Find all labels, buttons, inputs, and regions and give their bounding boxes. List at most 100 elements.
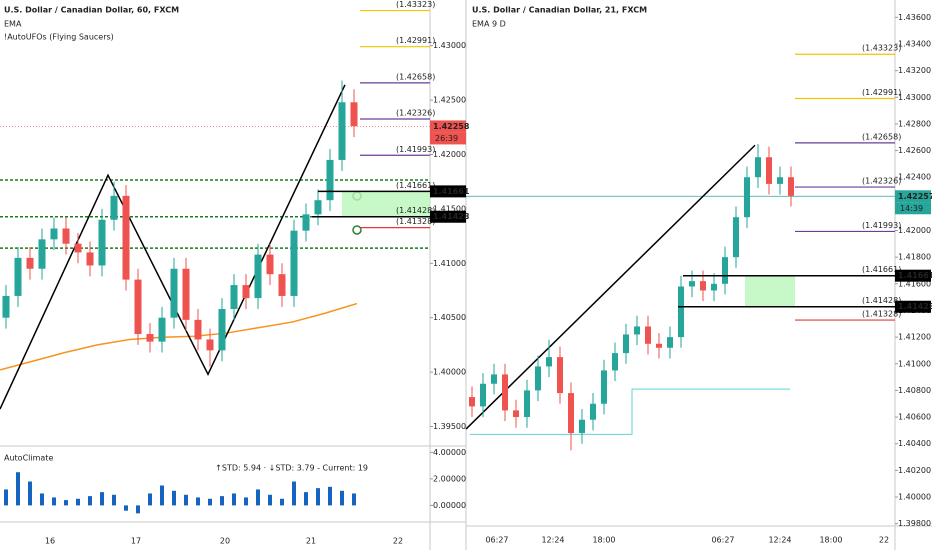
candle-body [777, 177, 783, 184]
oscillator-bar [112, 494, 116, 506]
oscillator-bar [340, 490, 344, 506]
oscillator-bar [304, 492, 308, 506]
price-tag [430, 210, 466, 223]
y-tick-label: 1.39500 [433, 422, 466, 431]
x-tick-label: 18:00 [819, 536, 842, 545]
candle-body [254, 254, 262, 299]
y-tick-label: 1.41000 [898, 359, 931, 368]
countdown: 14:39 [900, 204, 923, 213]
zone-box [342, 191, 430, 217]
candle-body [557, 357, 563, 394]
level-label: (1.41993) [862, 221, 901, 230]
y-tick-label: 1.42000 [898, 226, 931, 235]
candle-body [689, 281, 695, 287]
countdown-tag [430, 132, 466, 145]
level-label: (1.41661) [396, 181, 435, 190]
y-tick-label: 1.40000 [898, 493, 931, 502]
candle-body [755, 157, 761, 178]
ema-line [0, 302, 358, 371]
oscillator-bar [52, 497, 56, 506]
oscillator-bar [100, 492, 104, 506]
x-tick-label: 06:27 [485, 536, 508, 545]
oscillator-bar [88, 496, 92, 506]
x-tick-label: 20 [220, 537, 230, 546]
oscillator-bar [64, 500, 68, 506]
y-tick-label: 0.00000 [433, 501, 466, 510]
oscillator-bar [268, 494, 272, 506]
price-tag [430, 120, 466, 133]
level-label: (1.43323) [396, 0, 435, 9]
oscillator-title: AutoClimate [4, 454, 53, 463]
oscillator-bar [352, 493, 356, 506]
candle-body [146, 334, 154, 342]
candle-body [645, 326, 651, 344]
oscillator-bar [220, 496, 224, 506]
y-tick-label: 1.41200 [898, 333, 931, 342]
price-tag [895, 269, 931, 282]
oscillator-bar [124, 505, 128, 511]
oscillator-bar [280, 498, 284, 506]
oscillator-bar [292, 481, 296, 506]
zigzag [0, 84, 346, 410]
chart-title: U.S. Dollar / Canadian Dollar, 60, FXCM [4, 6, 179, 15]
candle-body [38, 239, 46, 269]
candle-body [491, 374, 497, 384]
candle-body [612, 353, 618, 371]
oscillator-bar [148, 493, 152, 506]
level-label: (1.42658) [396, 72, 435, 81]
candle-body [535, 366, 541, 391]
oscillator-bar [160, 485, 164, 506]
candle-body [502, 374, 508, 411]
x-tick-label: 18:00 [592, 536, 615, 545]
oscillator-bar [76, 498, 80, 506]
candle-body [711, 283, 717, 291]
candle-body [86, 252, 94, 266]
candle-body [338, 102, 346, 160]
candle-body [290, 230, 298, 296]
candle-body [568, 393, 574, 434]
oscillator-bar [28, 481, 32, 506]
y-tick-label: 1.40800 [898, 386, 931, 395]
candle-body [524, 390, 530, 418]
oscillator-bar [40, 493, 44, 506]
x-tick-label: 06:27 [711, 536, 734, 545]
level-label: (1.41993) [396, 145, 435, 154]
ema-line [470, 388, 790, 435]
level-label: (1.42326) [396, 109, 435, 118]
price-tag-label: 1.41661 [898, 271, 932, 280]
candle-body [623, 334, 629, 354]
candle-body [266, 254, 274, 275]
y-tick-label: 1.41000 [433, 259, 466, 268]
oscillator-bar [316, 488, 320, 506]
oscillator-bar [16, 472, 20, 506]
candle-body [182, 268, 190, 320]
level-label: (1.41328) [396, 217, 435, 226]
level-label: (1.42991) [396, 36, 435, 45]
candle-body [656, 343, 662, 348]
y-tick-label: 4.00000 [433, 448, 466, 457]
chart-title: U.S. Dollar / Canadian Dollar, 21, FXCM [472, 6, 647, 15]
oscillator-bar [4, 489, 8, 506]
candle-body [326, 159, 334, 201]
candle-body [733, 217, 739, 258]
x-tick-label: 22 [879, 536, 889, 545]
y-tick-label: 1.40000 [433, 368, 466, 377]
zone-box [745, 275, 795, 307]
candle-body [678, 286, 684, 338]
price-tag [430, 185, 466, 198]
candle-body [590, 403, 596, 420]
oscillator-bar [136, 505, 140, 514]
trendline [465, 144, 756, 430]
oscillator-bar [208, 498, 212, 506]
candle-body [634, 326, 640, 335]
candle-body [278, 274, 286, 296]
countdown: 26:39 [435, 134, 458, 143]
candle-body [206, 339, 214, 351]
level-label: (1.41428) [862, 296, 901, 305]
candle-body [50, 228, 58, 240]
y-tick-label: 1.40200 [898, 466, 931, 475]
candle-body [98, 219, 106, 266]
y-tick-label: 1.41800 [898, 253, 931, 262]
price-tag-label: 1.42257 [898, 192, 932, 201]
countdown-tag [895, 202, 931, 215]
